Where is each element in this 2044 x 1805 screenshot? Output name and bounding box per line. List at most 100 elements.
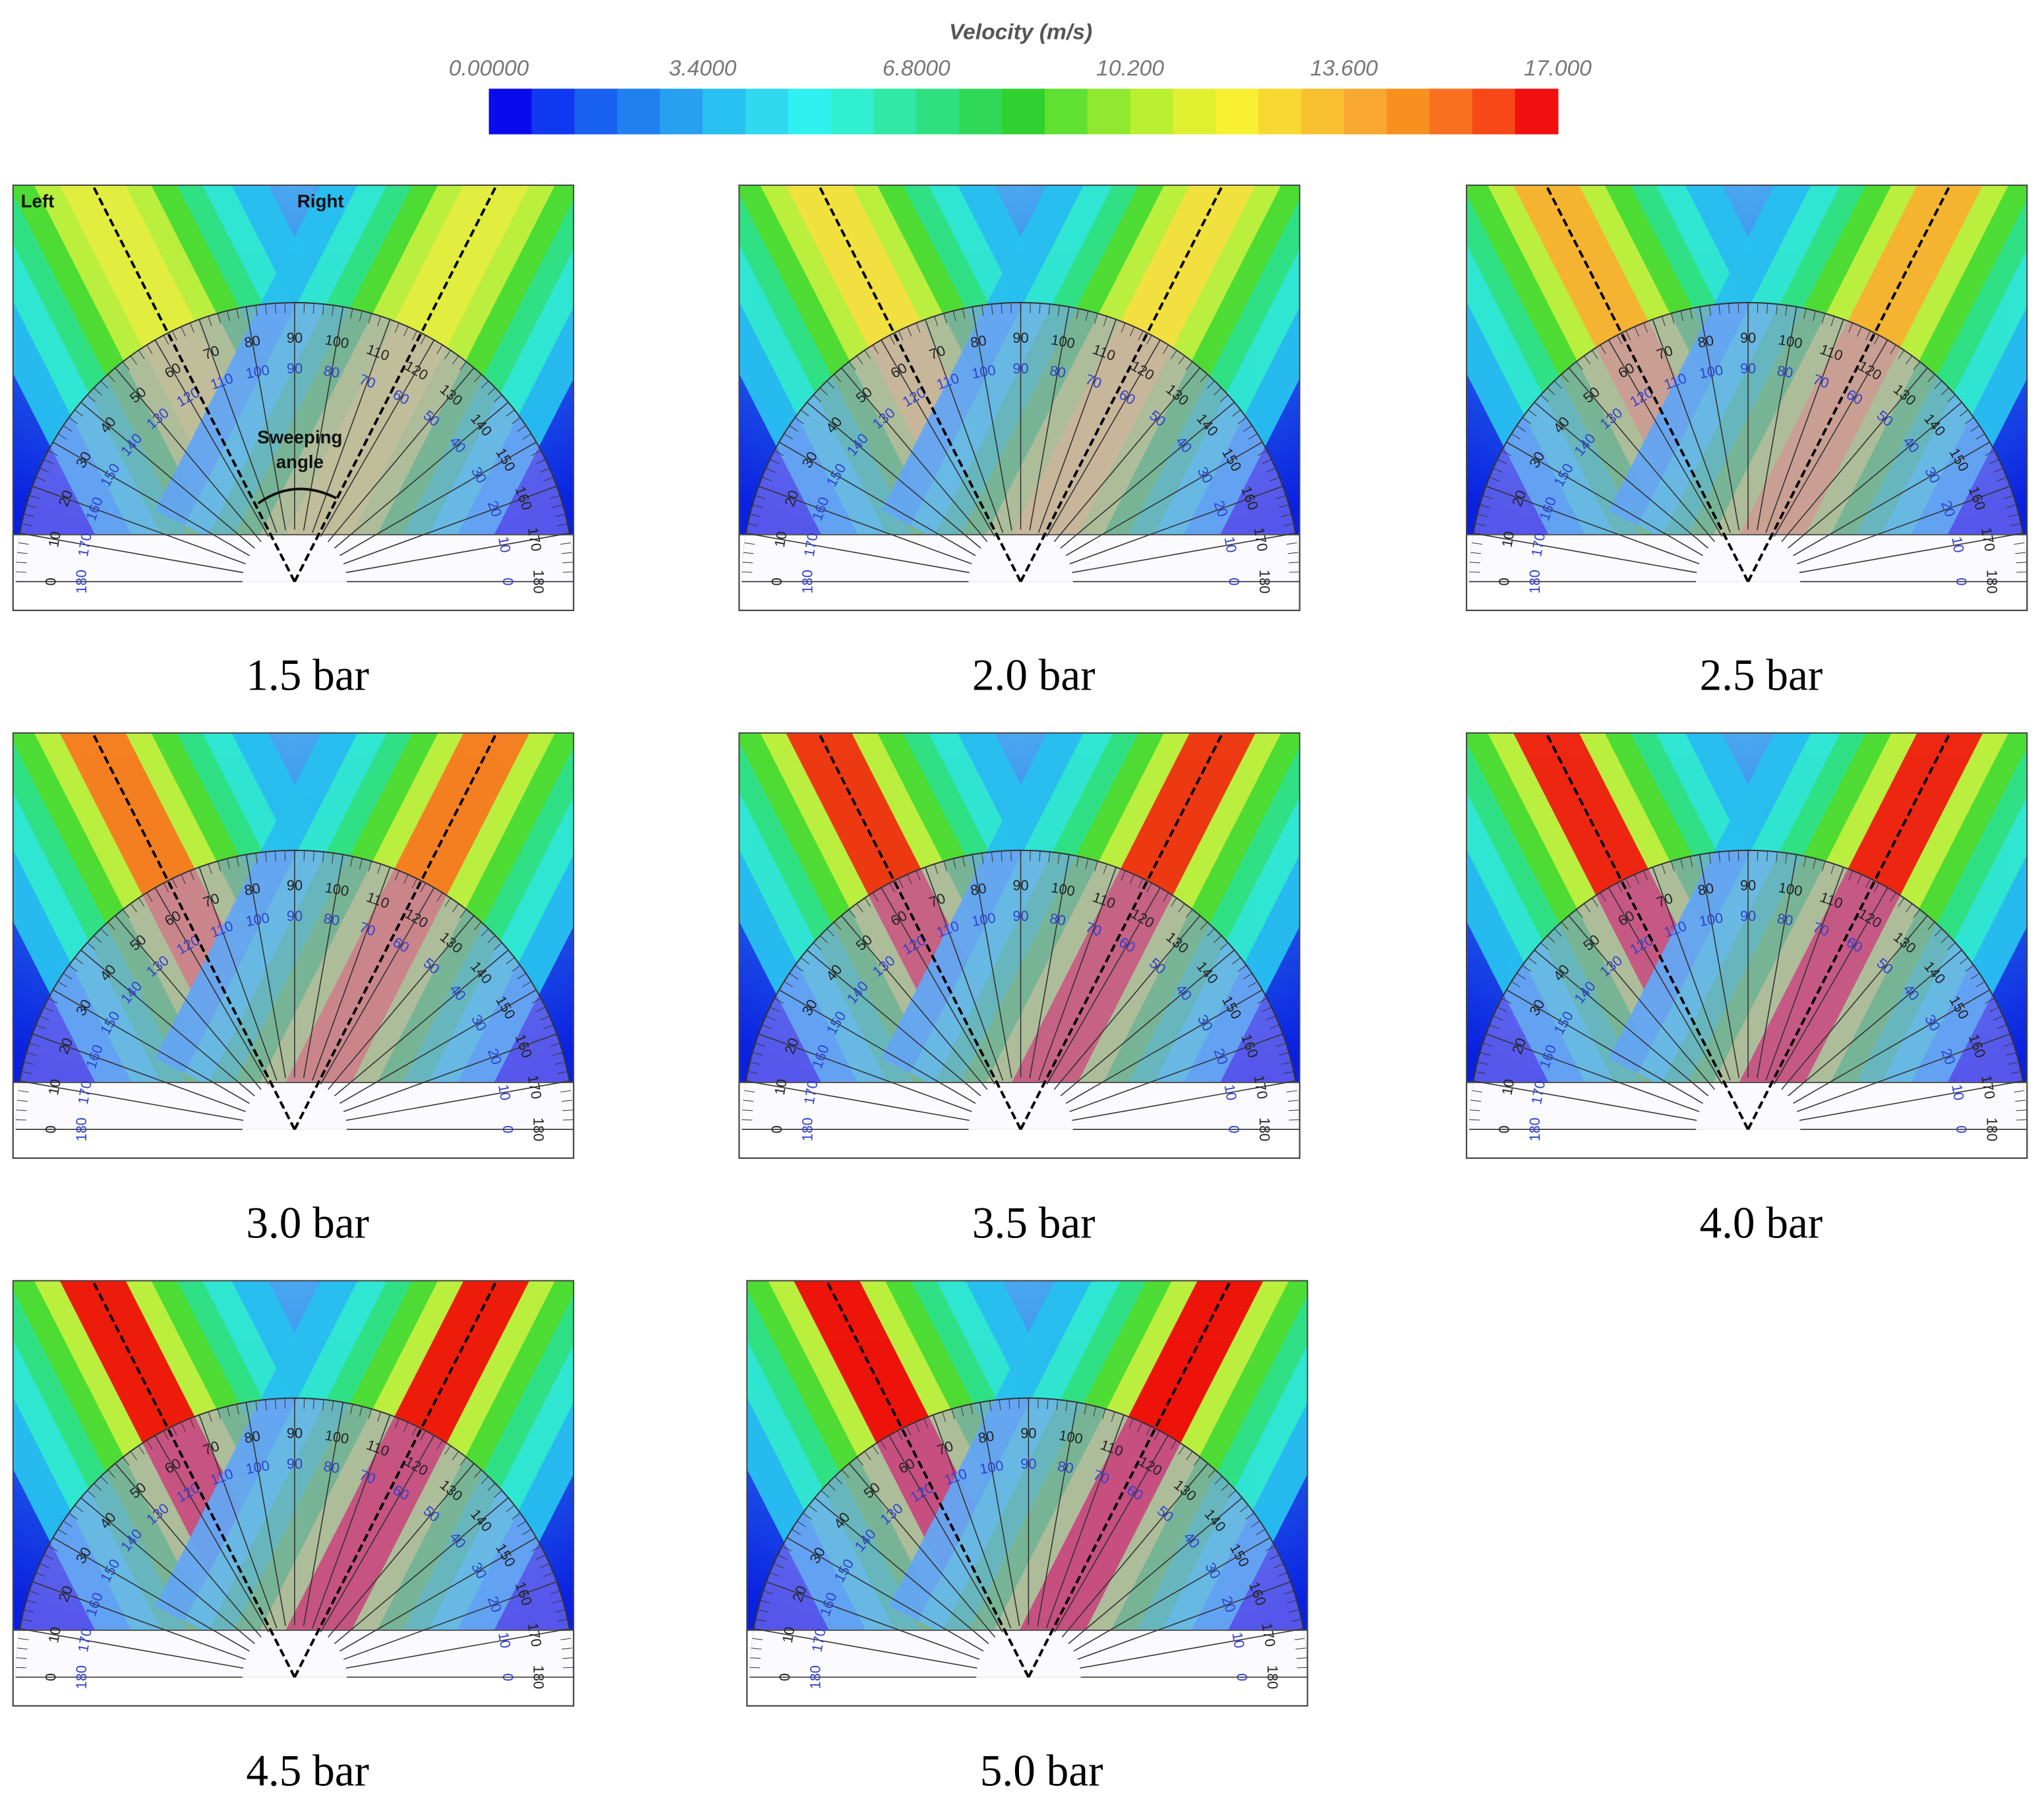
protractor-line (1554, 380, 1562, 389)
protractor-line (154, 340, 270, 537)
protractor-line (1103, 864, 1107, 874)
protractor-line (1781, 915, 1928, 1090)
protractor-line (1616, 335, 1623, 345)
protractor-line (107, 374, 115, 382)
protractor-line (925, 319, 1004, 533)
protractor-line (1591, 897, 1598, 907)
protractor-line (130, 1451, 137, 1460)
protractor-line (16, 1657, 27, 1659)
protractor-line (872, 345, 879, 354)
colorbar-tick-label: 13.600 (1310, 57, 1378, 81)
outer-label: 180 (530, 1665, 546, 1689)
colorbar-band (959, 88, 1003, 134)
protractor-line (1728, 303, 1730, 314)
colorbar-band (1472, 88, 1516, 134)
protractor-line (1970, 425, 1980, 432)
colorbar-band (660, 88, 703, 134)
protractor-line (1248, 981, 1258, 988)
protractor-line (303, 854, 344, 1079)
protractor-line (1634, 874, 1639, 885)
protractor-line (20, 1080, 244, 1121)
inner-label: 0 (1953, 577, 1970, 585)
protractor-line (1799, 533, 2023, 574)
protractor-line (1941, 387, 1949, 396)
protractor-line (94, 935, 102, 943)
protractor-line (345, 533, 569, 574)
protractor-line (303, 850, 305, 861)
panel-border (12, 732, 575, 1159)
protractor-line (1288, 1110, 1299, 1111)
protractor-line (227, 858, 230, 869)
protractor-line (1270, 1554, 1279, 1560)
protractor-line (880, 1440, 887, 1450)
protractor-line (1275, 1042, 1287, 1047)
protractor-line (412, 1426, 417, 1436)
protractor-line (36, 1024, 46, 1030)
protractor-line (848, 1463, 996, 1638)
protractor-line (332, 852, 334, 864)
protractor-line (1162, 345, 1169, 354)
protractor-line (848, 361, 856, 370)
protractor-line (1200, 374, 1208, 382)
protractor-line (1295, 1647, 1306, 1650)
protractor-line (539, 1015, 550, 1021)
protractor-line (312, 319, 391, 533)
protractor-line (2008, 1061, 2019, 1065)
protractor-line (1680, 311, 1683, 322)
protractor-line (198, 319, 277, 533)
protractor-line (236, 1404, 239, 1415)
protractor-line (15, 572, 26, 573)
protractor-line (942, 1411, 946, 1422)
protractor-line (1232, 409, 1241, 417)
protractor-line (217, 861, 221, 872)
protractor-line (1985, 998, 1995, 1004)
panel-label: 2.5 bar (1699, 651, 1823, 700)
protractor-line (63, 425, 73, 432)
protractor-line (1489, 1024, 1500, 1030)
sweep-line (1747, 183, 1952, 583)
protractor-line (1289, 572, 1300, 573)
protractor-line (1240, 1505, 1249, 1512)
protractor-line (1773, 887, 1888, 1085)
protractor-line (864, 350, 871, 359)
protractor-line (1237, 417, 1247, 425)
protractor-line (1993, 1015, 2003, 1021)
protractor-line (543, 477, 554, 482)
protractor-line (1146, 335, 1152, 345)
protractor-line (1010, 850, 1012, 861)
protractor-line (395, 322, 399, 333)
protractor-line (563, 572, 573, 573)
protractor-line (1245, 1512, 1255, 1520)
inner-label: 0 (500, 577, 516, 585)
protractor-line (328, 915, 475, 1090)
protractor-line (557, 1618, 568, 1622)
protractor-line (1065, 989, 1263, 1104)
protractor-line (377, 864, 382, 874)
protractor-line (339, 989, 537, 1104)
protractor-line (2008, 514, 2019, 518)
protractor-line (377, 1411, 382, 1422)
protractor-line (1193, 1457, 1201, 1466)
protractor-line (1873, 335, 1880, 345)
protractor-line (934, 864, 939, 874)
protractor-line (1072, 1080, 1296, 1121)
protractor-line (821, 1490, 829, 1498)
protractor-line (1583, 903, 1591, 912)
protractor-line (20, 1628, 244, 1669)
protractor-line (1934, 380, 1942, 389)
inner-label: 0 (1225, 577, 1242, 585)
protractor-line (749, 1667, 761, 1669)
protractor-line (511, 964, 521, 972)
protractor-line (1219, 394, 1229, 403)
protractor-line (543, 1572, 554, 1577)
protractor-line (1830, 316, 1835, 326)
protractor-line (906, 1426, 912, 1436)
protractor-line (916, 322, 921, 333)
protractor-line (236, 856, 239, 867)
protractor-line (1242, 973, 1252, 980)
protractor-line (48, 998, 58, 1004)
protractor-line (1540, 394, 1549, 403)
protractor-line (1473, 533, 1697, 574)
protractor-line (1947, 394, 1956, 403)
